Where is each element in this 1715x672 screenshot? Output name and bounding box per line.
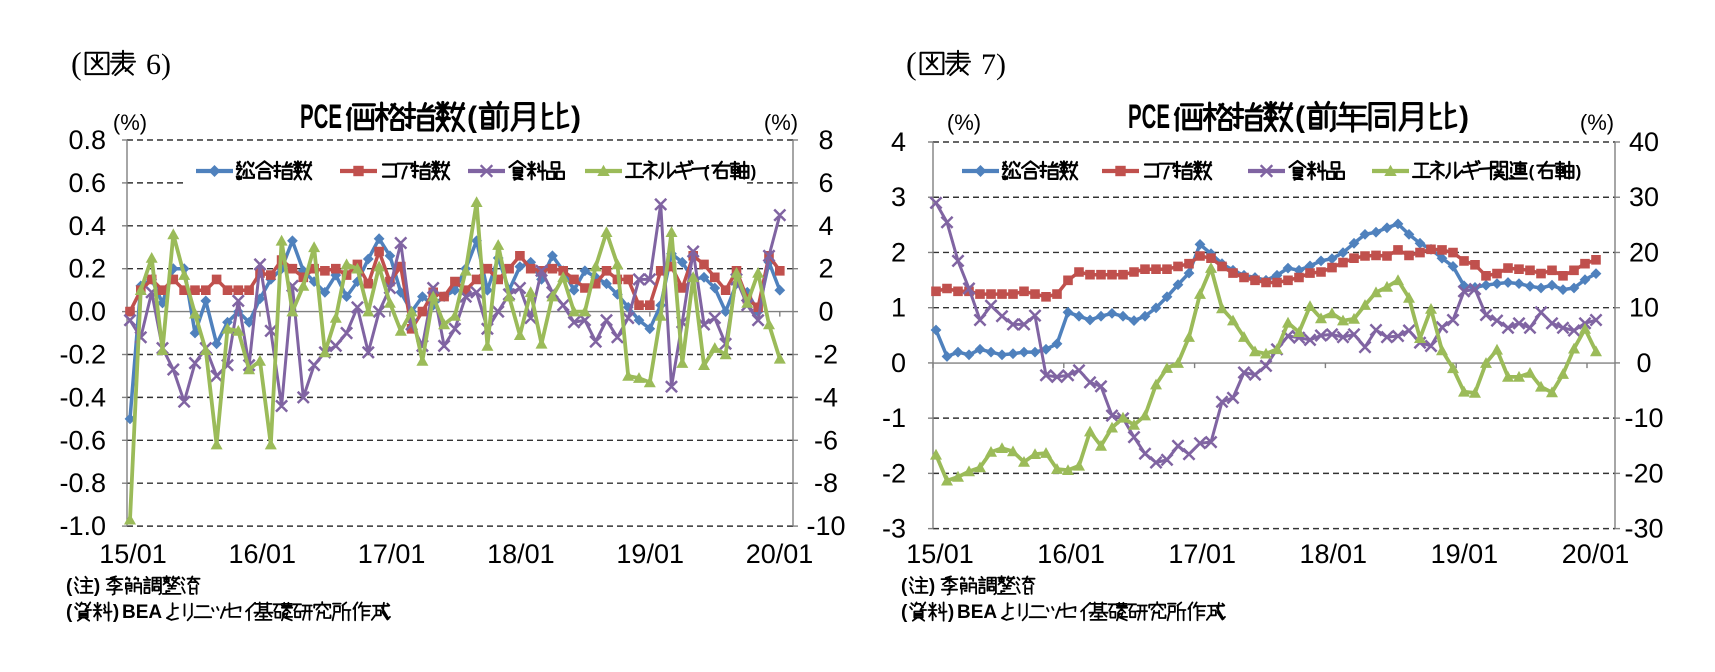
svg-text:PCE: PCE: [1128, 98, 1170, 136]
svg-text:16/01: 16/01: [1037, 539, 1105, 569]
svg-text:4: 4: [818, 211, 833, 241]
svg-text:6): 6): [146, 48, 171, 81]
svg-text:10: 10: [1629, 293, 1659, 323]
svg-text:16/01: 16/01: [229, 539, 297, 569]
svg-text:20: 20: [1629, 237, 1659, 267]
svg-text:0.4: 0.4: [68, 211, 106, 241]
svg-text:-0.2: -0.2: [59, 340, 106, 370]
svg-text:(: (: [901, 576, 908, 597]
svg-text:): ): [1576, 162, 1582, 181]
svg-text:0.8: 0.8: [68, 125, 106, 155]
svg-text:7): 7): [981, 48, 1006, 81]
svg-text:40: 40: [1629, 127, 1659, 157]
svg-text:(%): (%): [947, 110, 981, 135]
svg-text:-0.6: -0.6: [59, 425, 106, 455]
svg-text:0.0: 0.0: [68, 297, 106, 327]
svg-text:0: 0: [818, 297, 833, 327]
svg-text:PCE: PCE: [300, 98, 342, 136]
svg-text:-1: -1: [882, 403, 906, 433]
svg-text:): ): [94, 576, 100, 597]
svg-text:18/01: 18/01: [487, 539, 555, 569]
svg-text:-2: -2: [814, 340, 838, 370]
svg-text:0.6: 0.6: [68, 168, 106, 198]
svg-text:17/01: 17/01: [358, 539, 426, 569]
svg-text:): ): [1459, 101, 1469, 134]
svg-text:): ): [929, 576, 935, 597]
svg-text:): ): [751, 162, 757, 181]
svg-text:(: (: [1529, 162, 1535, 181]
svg-text:3: 3: [891, 182, 906, 212]
svg-text:): ): [113, 602, 119, 623]
svg-text:2: 2: [818, 254, 833, 284]
svg-text:17/01: 17/01: [1168, 539, 1236, 569]
svg-text:(: (: [704, 162, 710, 181]
svg-text:(: (: [71, 45, 82, 81]
svg-text:): ): [571, 101, 581, 134]
svg-text:2: 2: [891, 237, 906, 267]
svg-text:(%): (%): [764, 110, 798, 135]
svg-text:-6: -6: [814, 425, 838, 455]
svg-text:20/01: 20/01: [1562, 539, 1630, 569]
svg-text:0: 0: [891, 348, 906, 378]
svg-text:-20: -20: [1624, 458, 1663, 488]
svg-text:20/01: 20/01: [746, 539, 814, 569]
svg-text:15/01: 15/01: [99, 539, 167, 569]
svg-text:(: (: [66, 602, 73, 623]
svg-text:(: (: [66, 576, 73, 597]
svg-text:0: 0: [1636, 348, 1651, 378]
svg-text:(: (: [906, 45, 917, 81]
svg-text:-1.0: -1.0: [59, 511, 106, 541]
svg-text:8: 8: [818, 125, 833, 155]
svg-text:19/01: 19/01: [1431, 539, 1499, 569]
svg-text:-10: -10: [1624, 403, 1663, 433]
svg-text:-3: -3: [882, 514, 906, 544]
svg-text:(: (: [1295, 101, 1305, 134]
svg-text:-0.8: -0.8: [59, 468, 106, 498]
svg-text:-0.4: -0.4: [59, 382, 106, 412]
svg-text:BEA: BEA: [122, 602, 162, 623]
svg-text:(%): (%): [113, 110, 147, 135]
svg-text:19/01: 19/01: [616, 539, 684, 569]
svg-text:(: (: [467, 101, 477, 134]
svg-text:BEA: BEA: [957, 602, 997, 623]
svg-text:30: 30: [1629, 182, 1659, 212]
svg-text:-30: -30: [1624, 514, 1663, 544]
svg-text:6: 6: [818, 168, 833, 198]
svg-text:1: 1: [891, 293, 906, 323]
svg-text:-8: -8: [814, 468, 838, 498]
svg-text:0.2: 0.2: [68, 254, 106, 284]
svg-text:-10: -10: [806, 511, 845, 541]
svg-text:15/01: 15/01: [906, 539, 974, 569]
svg-text:-2: -2: [882, 458, 906, 488]
svg-text:(: (: [901, 602, 908, 623]
svg-text:): ): [948, 602, 954, 623]
svg-text:4: 4: [891, 127, 906, 157]
svg-text:18/01: 18/01: [1300, 539, 1368, 569]
svg-text:(%): (%): [1580, 110, 1614, 135]
svg-text:-4: -4: [814, 382, 838, 412]
